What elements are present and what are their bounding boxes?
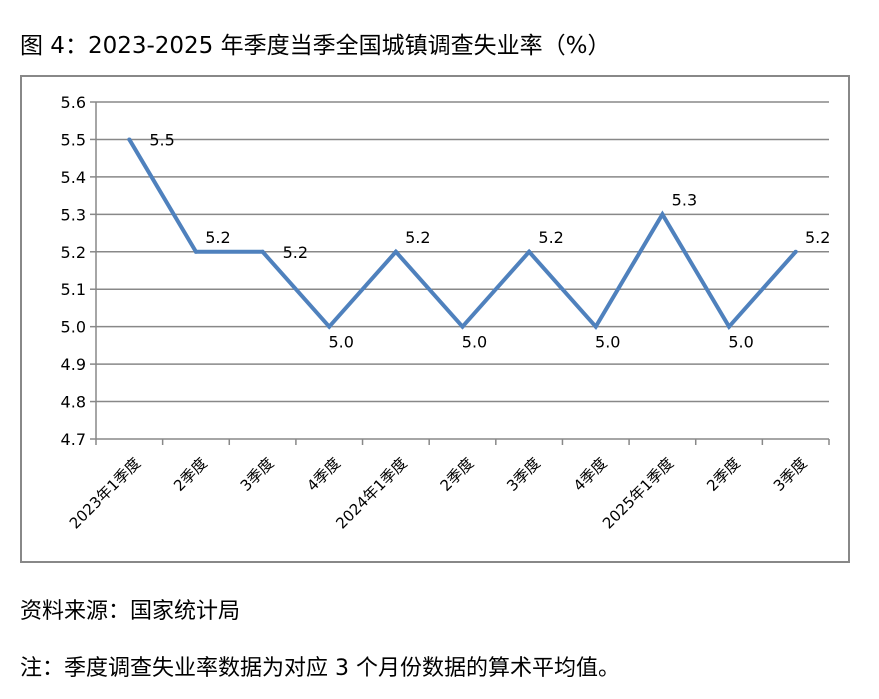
footnote: 注：季度调查失业率数据为对应 3 个月份数据的算术平均值。 [20, 656, 620, 681]
data-label: 5.2 [538, 228, 563, 247]
data-point [460, 324, 465, 329]
data-label: 5.0 [329, 333, 354, 352]
data-label: 5.2 [283, 243, 308, 262]
data-point [593, 324, 598, 329]
y-tick-label: 4.7 [61, 430, 86, 449]
x-tick-label: 3季度 [770, 454, 811, 495]
line-chart: 4.7 4.8 4.9 5.0 5.1 5.2 5.3 5.4 5.5 5.6 2023年1季度 2季… [61, 93, 831, 532]
x-tick-label: 2季度 [170, 454, 211, 495]
data-point [127, 137, 132, 142]
data-point [327, 324, 332, 329]
data-label: 5.3 [672, 190, 697, 209]
data-label: 5.0 [595, 333, 620, 352]
data-label: 5.0 [728, 333, 753, 352]
y-tick-label: 5.1 [61, 280, 86, 299]
data-label: 5.2 [405, 228, 430, 247]
x-tick-label: 3季度 [503, 454, 544, 495]
data-label: 5.2 [205, 228, 230, 247]
data-point [727, 324, 732, 329]
y-tick-label: 5.3 [61, 205, 86, 224]
y-tick-label: 5.4 [61, 168, 86, 187]
data-point [193, 249, 198, 254]
y-tick-label: 5.6 [61, 93, 86, 112]
y-tick-label: 5.0 [61, 318, 86, 337]
x-tick-label: 2025年1季度 [599, 454, 677, 532]
x-tick-label: 3季度 [237, 454, 278, 495]
x-tick-label: 2季度 [437, 454, 478, 495]
x-tick-label: 2023年1季度 [66, 454, 144, 532]
data-label: 5.5 [149, 130, 174, 149]
source-note: 资料来源：国家统计局 [20, 599, 241, 624]
chart-frame [20, 75, 850, 563]
x-tick-label: 4季度 [570, 454, 611, 495]
y-tick-label: 5.5 [61, 130, 86, 149]
x-tick-label: 2024年1季度 [332, 454, 410, 532]
y-tick-label: 4.9 [61, 355, 86, 374]
data-label: 5.2 [805, 228, 830, 247]
data-point [527, 249, 532, 254]
data-point [660, 212, 665, 217]
data-point [260, 249, 265, 254]
chart-title: 图 4：2023-2025 年季度当季全国城镇调查失业率（%） [20, 33, 611, 59]
y-tick-label: 4.8 [61, 393, 86, 412]
y-tick-label: 5.2 [61, 243, 86, 262]
data-point [393, 249, 398, 254]
x-tick-label: 4季度 [303, 454, 344, 495]
data-point [793, 249, 798, 254]
data-label: 5.0 [462, 333, 487, 352]
x-tick-label: 2季度 [703, 454, 744, 495]
